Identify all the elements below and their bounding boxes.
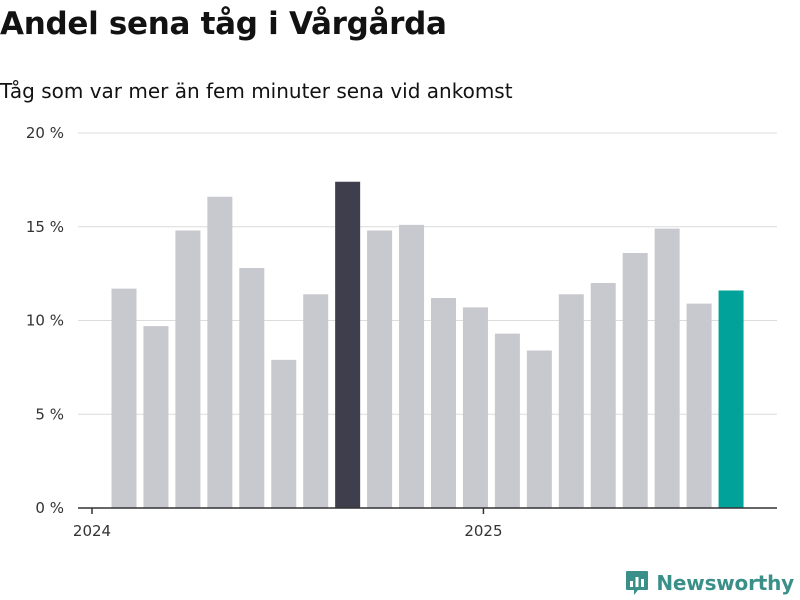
y-tick-label: 10 % (26, 312, 64, 330)
x-tick-label: 2025 (464, 522, 502, 540)
bar (526, 350, 552, 508)
bar (335, 181, 361, 508)
y-tick-label: 0 % (35, 499, 64, 517)
bar (558, 294, 584, 508)
bar (590, 283, 616, 508)
brand-logo: Newsworthy (625, 570, 794, 596)
bar (494, 333, 520, 508)
bar (622, 253, 648, 508)
bar (462, 307, 488, 508)
bar (399, 224, 425, 508)
bar (431, 298, 456, 508)
bar (175, 230, 201, 508)
newsworthy-logo-icon (626, 571, 649, 595)
chart-title: Andel sena tåg i Vårgårda (0, 6, 447, 42)
y-tick-label: 15 % (26, 218, 64, 236)
bar (207, 196, 233, 508)
bar (239, 268, 265, 508)
bar (654, 228, 680, 508)
bar (143, 326, 169, 508)
bar (271, 359, 297, 508)
bar (367, 230, 393, 508)
bar (686, 303, 712, 508)
bar (303, 294, 329, 508)
bar (111, 288, 137, 508)
chart-subtitle: Tåg som var mer än fem minuter sena vid … (0, 79, 513, 103)
y-tick-label: 20 % (26, 124, 64, 142)
bar (718, 290, 744, 508)
brand-name: Newsworthy (656, 571, 794, 595)
x-tick-label: 2024 (73, 522, 111, 540)
y-tick-label: 5 % (35, 405, 64, 423)
